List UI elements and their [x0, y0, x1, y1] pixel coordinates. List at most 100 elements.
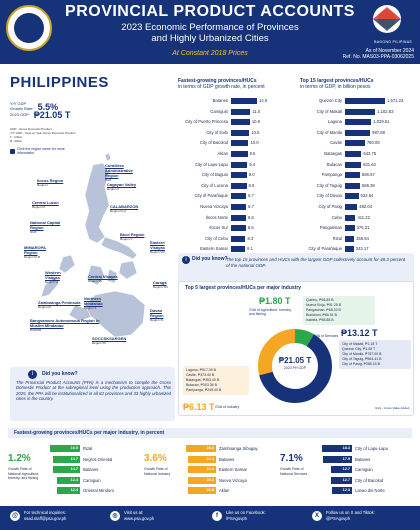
gdp-label: 2023 GDP: [10, 112, 30, 117]
growth-bar-value: 12.7 [342, 477, 350, 482]
growth-bar [331, 487, 352, 494]
growth-bar-value: 12.4 [70, 488, 78, 492]
growth-bar [187, 466, 216, 473]
region-cagayan-valley[interactable]: Cagayan Valley Region II [107, 182, 136, 192]
abbreviation-notes: GDP - Gross Domestic Product Y/Y GDP - Y… [10, 127, 75, 143]
afff-gva-label: GVA of Agriculture, forestry, and fishin… [249, 308, 292, 316]
region-ncr[interactable]: National Capital Region NCR [30, 220, 62, 235]
bar [231, 161, 248, 168]
growth-bar-label: Oriental Mindoro [83, 488, 114, 493]
facebook-label: Like us on Facebook: [226, 510, 266, 515]
donut-heading: Top 5 largest provinces/HUCs per major i… [185, 285, 302, 291]
region-name: Zamboanga Peninsula [38, 300, 81, 305]
philippines-map [40, 152, 146, 338]
region-central-luzon[interactable]: Central Luzon Region III [32, 200, 59, 210]
bar-label: Bulacan [326, 161, 342, 167]
growth-bar [186, 445, 216, 452]
growth-bar [188, 487, 216, 494]
region-central-visayas[interactable]: Central Visayas Region VII [88, 274, 118, 284]
region-ilocos[interactable]: Ilocos Region Region I [37, 178, 63, 188]
growth-bar-label: Eastern Samar [219, 467, 247, 472]
region-mimaropa[interactable]: MIMAROPA Region Region IV-B [24, 245, 52, 260]
info-icon: i [28, 370, 37, 379]
bar-value: 586.57 [361, 172, 375, 178]
bar [345, 193, 359, 200]
growth-bar-label: Camiguin [355, 467, 373, 472]
region-western-visayas[interactable]: Western Visayas Region VI [45, 270, 75, 285]
psa-logo [6, 5, 52, 51]
bar-label: Batanes [212, 98, 228, 103]
bar [345, 182, 360, 189]
bar [345, 161, 362, 168]
region-caraga[interactable]: Caraga Region XIII [153, 280, 168, 290]
growth-bar-value: 14.7 [70, 456, 78, 461]
bar [345, 108, 376, 115]
growth-bar-label: City of Bacolod [355, 477, 384, 483]
region-code: Region XII [92, 341, 107, 345]
inquiry-email-link[interactable]: ssad.staff@psa.gov.ph [24, 516, 67, 521]
industry-top-list: Laguna, ₱517.09 B Cavite, ₱373.40 B Bata… [183, 366, 249, 395]
services-item: City of Makati, ₱1.18 T [342, 342, 378, 346]
bar-value: 411.22 [357, 214, 370, 220]
x-tiktok-link[interactable]: @PSAgovph [326, 516, 351, 521]
region-zamboanga[interactable]: Zamboanga Peninsula Region IX [38, 300, 80, 310]
industry-item: Batangas, ₱353.40 B [186, 378, 220, 382]
growth-bar [53, 455, 80, 463]
page-title: PROVINCIAL PRODUCT ACCOUNTS [65, 3, 355, 20]
bar-label: City of Davao [316, 193, 342, 199]
website-link[interactable]: www.psa.gov.ph [124, 516, 155, 521]
region-barmm[interactable]: Bangsamoro Autonomous Region in Muslim M… [30, 318, 105, 333]
afff-growth-card: 1.2% Growth Rate of National Agriculture… [8, 443, 140, 501]
bar-value: 8.1 [247, 246, 253, 252]
afff-item: Nueva Ecija, ₱91.25 B [306, 303, 342, 307]
region-name: Ilocos Region [37, 178, 64, 183]
region-davao[interactable]: Davao Region Region XI [150, 308, 172, 323]
services-gva-label: GVA of Services [313, 334, 339, 338]
growth-bar-label: Aklan [219, 488, 230, 493]
afff-growth-desc: Growth Rate of National Agriculture, for… [8, 467, 40, 480]
growth-bar-value: 21.8 [206, 488, 214, 492]
region-car[interactable]: Cordillera Administrative Region CAR [105, 163, 147, 183]
region-northern-mindanao[interactable]: Northern Mindanao Region X [84, 296, 116, 311]
region-code: Region VIII [150, 250, 165, 254]
region-name: Cordillera Administrative Region [105, 163, 133, 178]
region-code: Region IX [38, 305, 52, 309]
region-soccsksargen[interactable]: SOCCSKSARGEN Region XII [92, 336, 126, 346]
industry-growth-pct: 3.6% [144, 453, 167, 464]
region-eastern-visayas[interactable]: Eastern Visayas Region VIII [150, 240, 174, 255]
region-name: Davao Region [150, 308, 164, 318]
bar-value: 9.5 [249, 151, 256, 156]
region-code: Region III [32, 205, 45, 209]
growth-bar-value: 12.7 [342, 467, 350, 471]
gva-note: GVA - Gross Value Added [375, 406, 410, 410]
bagong-pilipinas-logo [373, 5, 401, 33]
bar-value: 8.5 [247, 225, 254, 231]
bar [231, 214, 246, 221]
growth-bar [57, 487, 80, 494]
donut-center-value: ₱21.05 T [278, 356, 312, 365]
services-item: City of Manila, ₱787.00 B [342, 352, 382, 356]
bar [345, 235, 355, 242]
bar-value: 1,029.51 [373, 119, 390, 125]
growth-label-2: Growth Rate: [10, 105, 34, 111]
bar-label: City of Pasig [318, 204, 342, 209]
region-code: Region IV-B [24, 255, 41, 259]
industry-item: Bulacan, ₱303.36 B [186, 383, 217, 387]
industry-item: Cavite, ₱373.40 B [186, 373, 215, 377]
region-bicol[interactable]: Bicol Region Region V [120, 232, 144, 242]
bar [231, 140, 249, 147]
bar-label: City of Lucena [201, 182, 228, 188]
facebook-link[interactable]: /PSAgovph [226, 516, 247, 521]
header-banner: PROVINCIAL PRODUCT ACCOUNTS 2023 Economi… [0, 0, 420, 64]
bar [231, 235, 246, 242]
region-name: Cagayan Valley [107, 182, 137, 187]
growth-bar-value: 18.3 [342, 446, 350, 450]
industry-item: Laguna, ₱517.09 B [186, 368, 216, 372]
region-name: National Capital Region [30, 220, 61, 230]
bar [231, 129, 250, 136]
bar-value: 9.4 [249, 161, 256, 167]
bar-value: 343.17 [355, 246, 369, 252]
region-calabarzon[interactable]: CALABARZON Region IV-A [110, 204, 138, 214]
region-code: Region II [107, 187, 120, 191]
